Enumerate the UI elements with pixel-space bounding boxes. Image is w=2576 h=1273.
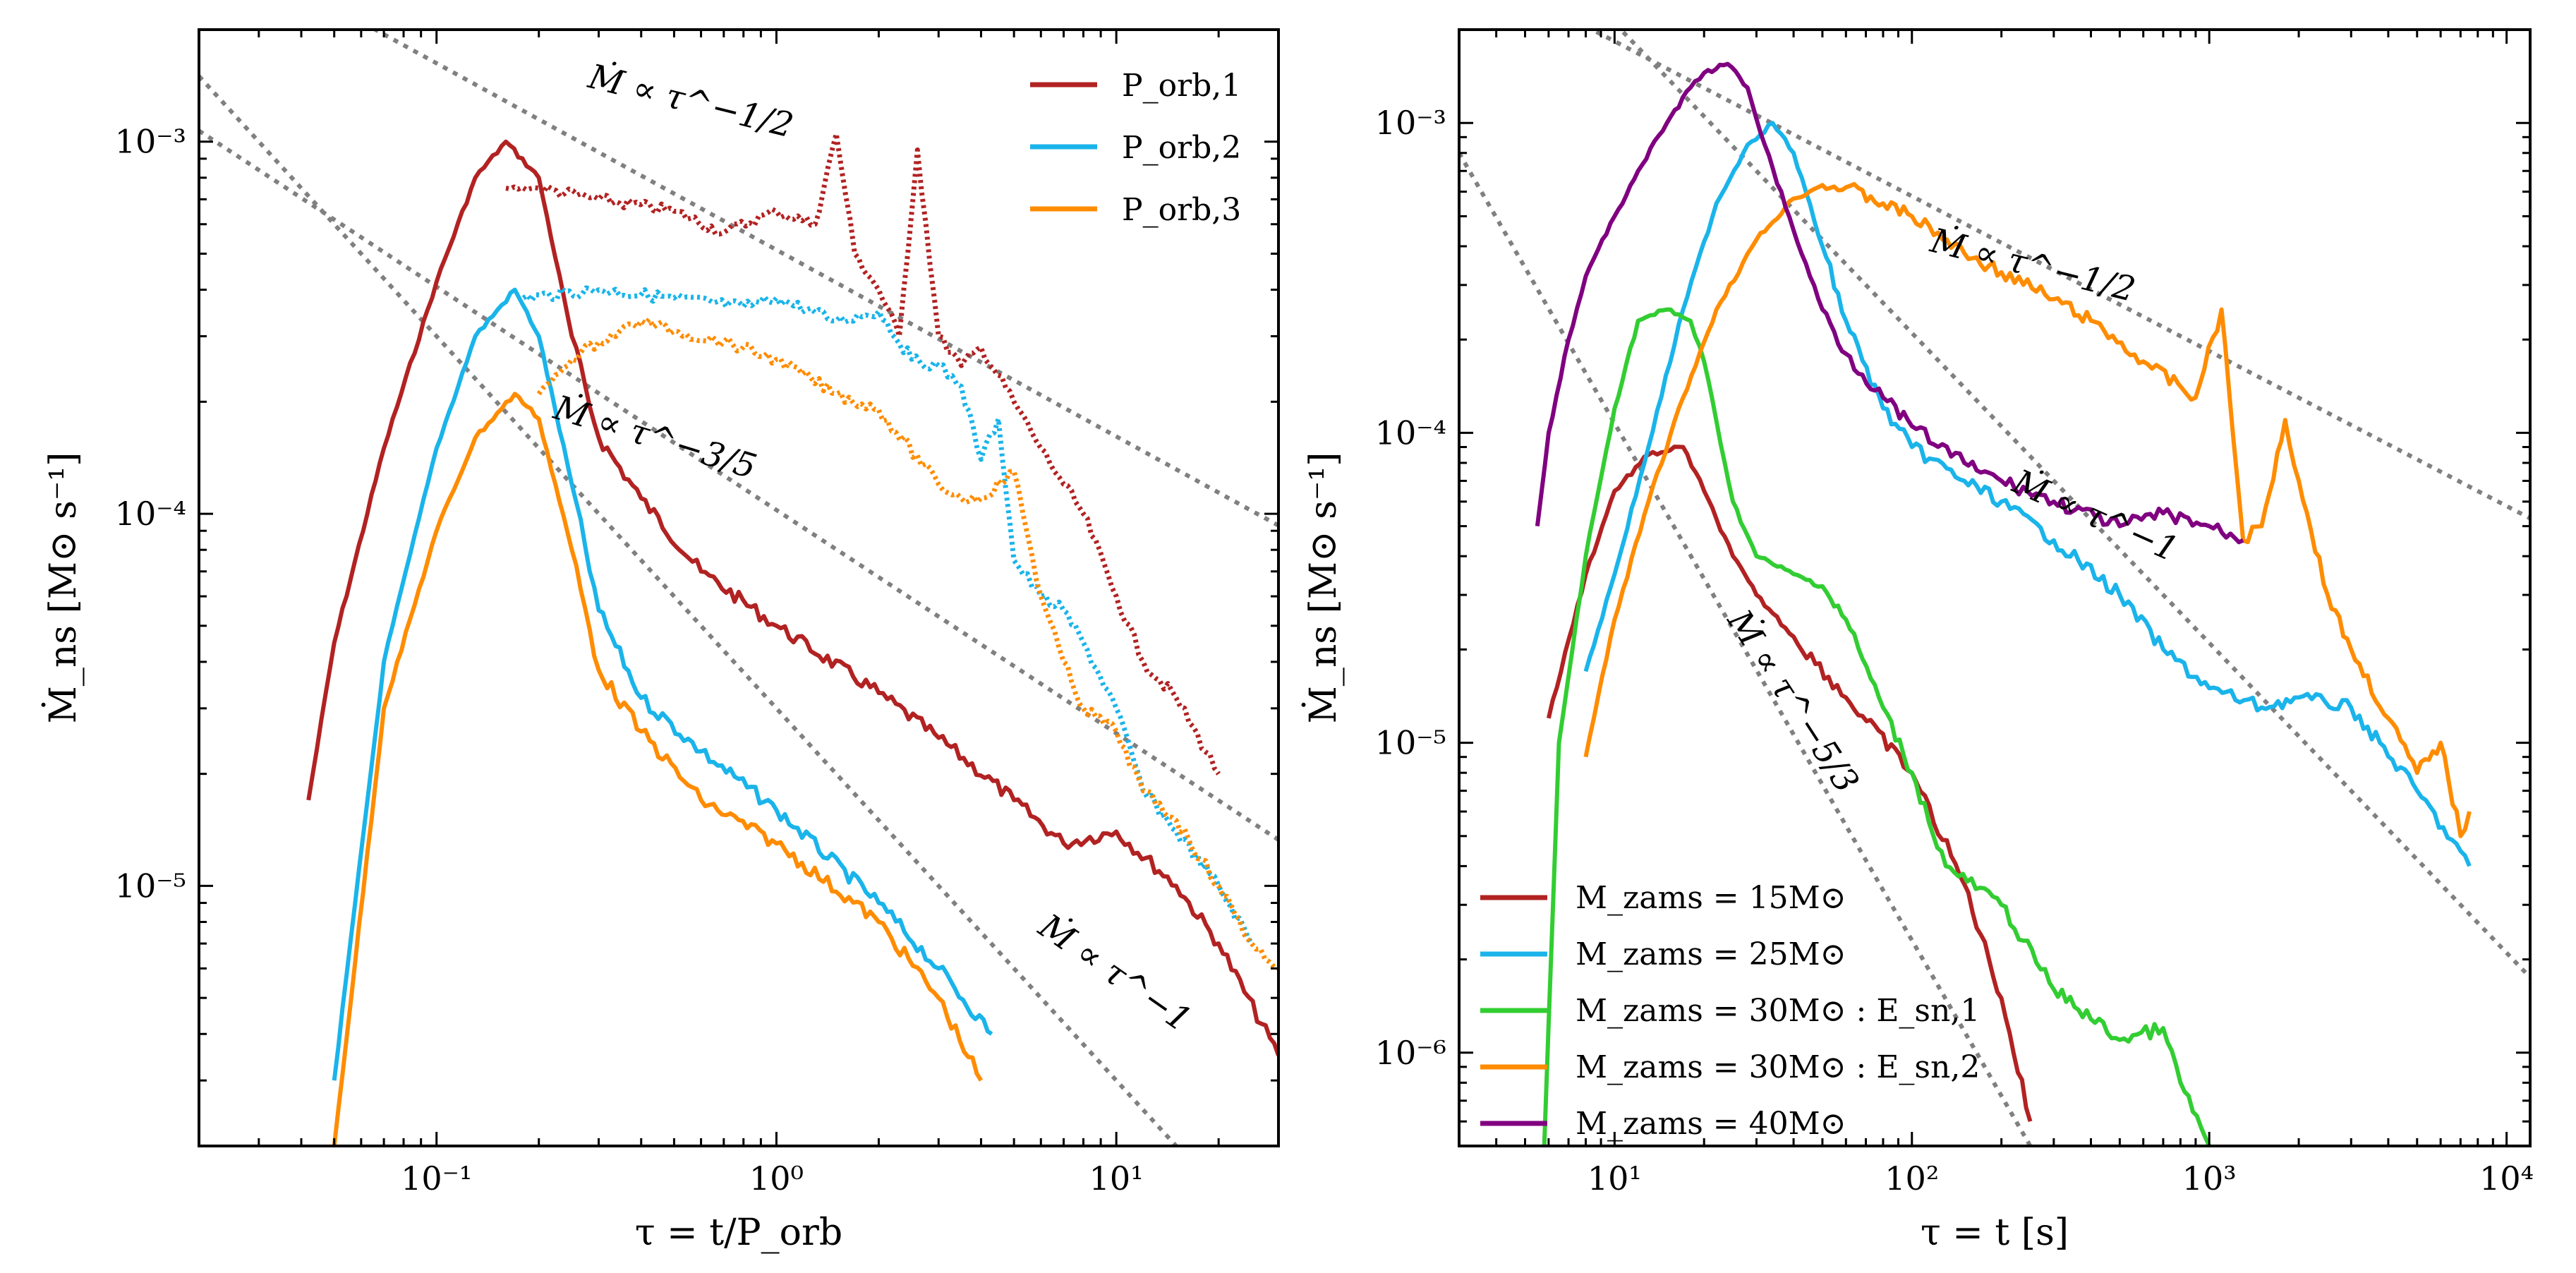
series-line-left-3 (521, 285, 1254, 945)
right-data-lines (1535, 61, 2472, 1146)
series-line-left-1 (505, 131, 1221, 776)
left-legend: P_orb,1 P_orb,2 P_orb,3 (1030, 68, 1241, 228)
right-reference-lines (1459, 30, 2530, 1146)
y-tick-label: 10⁻³ (1375, 104, 1446, 142)
x-tick-label: 10¹ (1588, 1159, 1642, 1197)
y-tick-label: 10⁻⁶ (1375, 1034, 1446, 1072)
slope-annotation: Ṁ ∝ τ^−3/5 (549, 387, 761, 487)
y-tick-label: 10⁻³ (115, 123, 186, 161)
y-tick-label: 10⁻⁴ (1375, 414, 1446, 452)
x-tick-label: 10² (1885, 1159, 1939, 1197)
x-tick-label: 10⁴ (2479, 1159, 2534, 1197)
x-tick-label: 10¹ (1089, 1159, 1144, 1197)
right-annotations: Ṁ ∝ τ^−1/2Ṁ ∝ τ^−1Ṁ ∝ τ^−5/3 (1719, 220, 2184, 800)
left-axes: 10⁻¹ 10⁰ 10¹ 10⁻⁵ 10⁻⁴ 10⁻³ τ = t/P_orb Ṁ_ns [M… (42, 28, 1280, 1254)
left-data-lines (306, 131, 1278, 1146)
x-tick-label: 10³ (2182, 1159, 2237, 1197)
x-tick-label: 10⁻¹ (401, 1159, 472, 1197)
reference-line-1 (199, 128, 1278, 842)
x-axis-label: τ = t [s] (1921, 1212, 2069, 1254)
slope-annotation: Ṁ ∝ τ^−1/2 (1926, 220, 2139, 310)
plot-frame (1458, 28, 2532, 1147)
legend-label: P_orb,1 (1122, 68, 1241, 104)
left-panel: Ṁ ∝ τ^−1/2Ṁ ∝ τ^−3/5Ṁ ∝ τ^−1 10⁻¹ 10⁰ 10¹1… (42, 28, 1280, 1254)
series-line-right-0 (1546, 445, 2033, 1123)
legend-label: M_zams = 25M⊙ (1576, 936, 1846, 972)
legend-label: M_zams = 40M⊙ (1576, 1106, 1846, 1142)
legend-label: P_orb,2 (1122, 130, 1241, 166)
reference-line-1 (1618, 30, 2530, 979)
slope-annotation: Ṁ ∝ τ^−5/3 (1719, 602, 1867, 800)
y-axis-label: Ṁ_ns [M⊙ s⁻¹] (42, 452, 85, 724)
left-reference-lines (199, 30, 1278, 1146)
y-axis-label: Ṁ_ns [M⊙ s⁻¹] (1302, 452, 1345, 724)
x-axis-label: τ = t/P_orb (635, 1212, 842, 1254)
plot-frame (198, 28, 1280, 1147)
right-axes: 10¹ 10² 10³ 10⁴ 10⁻⁶ 10⁻⁵ 10⁻⁴ 10⁻³ τ = t [s] Ṁ_n… (1302, 28, 2534, 1254)
series-line-right-2 (1542, 307, 2211, 1146)
right-panel: Ṁ ∝ τ^−1/2Ṁ ∝ τ^−1Ṁ ∝ τ^−5/3 10¹ 10² 10³ 10… (1302, 28, 2534, 1254)
reference-line-0 (1588, 30, 2530, 521)
right-legend: M_zams = 15M⊙ M_zams = 25M⊙ M_zams = 30M⊙ … (1480, 880, 1980, 1142)
y-tick-label: 10⁻⁵ (1375, 724, 1446, 762)
series-line-left-2 (332, 287, 993, 1081)
slope-annotation: Ṁ ∝ τ^−1 (1031, 905, 1199, 1039)
slope-annotation: Ṁ ∝ τ^−1/2 (584, 56, 797, 145)
y-tick-label: 10⁻⁵ (115, 867, 186, 905)
legend-label: M_zams = 30M⊙ : E_sn,1 (1576, 993, 1980, 1029)
y-tick-label: 10⁻⁴ (115, 495, 186, 533)
legend-label: P_orb,3 (1122, 192, 1241, 228)
series-line-left-4 (332, 392, 984, 1146)
series-line-right-3 (1583, 181, 2472, 838)
legend-label: M_zams = 15M⊙ (1576, 880, 1846, 916)
legend-label: M_zams = 30M⊙ : E_sn,2 (1576, 1049, 1980, 1085)
reference-line-2 (199, 74, 1180, 1146)
series-line-right-1 (1583, 121, 2472, 867)
x-tick-label: 10⁰ (749, 1159, 804, 1197)
series-line-right-4 (1535, 61, 2244, 545)
series-line-left-0 (306, 139, 1278, 1056)
